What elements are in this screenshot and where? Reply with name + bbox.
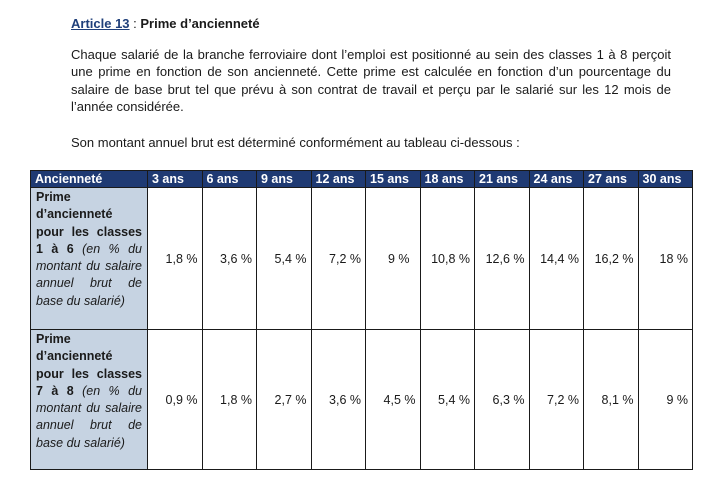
- header-col: 18 ans: [419, 170, 475, 188]
- table-cell: 16,2 %: [583, 187, 639, 330]
- header-col: 27 ans: [583, 170, 639, 188]
- row-label-italic: (en % du montant du salaire annuel brut …: [36, 241, 142, 308]
- article-heading: Article 13 : Prime d’ancienneté: [71, 16, 260, 31]
- table-cell: 7,2 %: [528, 329, 584, 470]
- table-cell: 5,4 %: [256, 187, 312, 330]
- table-cell: 14,4 %: [528, 187, 584, 330]
- row-label-bold: Prime d’ancienneté pour les classes 1 à …: [36, 190, 142, 256]
- table-cell: 0,9 %: [147, 329, 203, 470]
- table-cell: 6,3 %: [474, 329, 530, 470]
- article-title: Prime d’ancienneté: [140, 16, 260, 31]
- header-col: 12 ans: [310, 170, 366, 188]
- paragraph-table-intro: Son montant annuel brut est déterminé co…: [71, 135, 520, 150]
- header-col: 9 ans: [256, 170, 312, 188]
- seniority-bonus-table: Ancienneté 3 ans 6 ans 9 ans 12 ans 15 a…: [30, 170, 693, 470]
- table-cell: 1,8 %: [147, 187, 203, 330]
- table-cell: 12,6 %: [474, 187, 530, 330]
- table-cell: 8,1 %: [583, 329, 639, 470]
- header-seniority: Ancienneté: [30, 170, 148, 188]
- table-cell: 4,5 %: [365, 329, 421, 470]
- header-col: 21 ans: [474, 170, 530, 188]
- table-cell: 18 %: [637, 187, 693, 330]
- header-col: 24 ans: [528, 170, 584, 188]
- table-cell: 3,6 %: [201, 187, 257, 330]
- row-label: Prime d’ancienneté pour les classes 7 à …: [30, 329, 148, 470]
- row-label: Prime d’ancienneté pour les classes 1 à …: [30, 187, 148, 330]
- paragraph-description: Chaque salarié de la branche ferroviaire…: [71, 47, 671, 114]
- header-col: 30 ans: [637, 170, 693, 188]
- article-number: Article 13: [71, 16, 130, 31]
- table-row: Prime d’ancienneté pour les classes 1 à …: [30, 187, 693, 330]
- table-cell: 10,8 %: [419, 187, 475, 330]
- header-col: 3 ans: [147, 170, 203, 188]
- table-cell: 9 %: [637, 329, 693, 470]
- table-cell: 5,4 %: [419, 329, 475, 470]
- table-cell: 7,2 %: [310, 187, 366, 330]
- table-cell: 3,6 %: [310, 329, 366, 470]
- table-cell: 1,8 %: [201, 329, 257, 470]
- table-cell: 2,7 %: [256, 329, 312, 470]
- table-header-row: Ancienneté 3 ans 6 ans 9 ans 12 ans 15 a…: [30, 170, 693, 188]
- header-col: 15 ans: [365, 170, 421, 188]
- article-separator: :: [129, 16, 141, 31]
- table-row: Prime d’ancienneté pour les classes 7 à …: [30, 329, 693, 470]
- table-cell: 9 %: [365, 187, 421, 330]
- header-col: 6 ans: [201, 170, 257, 188]
- row-label-italic: (en % du montant du salaire annuel brut …: [36, 383, 142, 450]
- row-label-bold: Prime d’ancienneté pour les classes 7 à …: [36, 332, 142, 398]
